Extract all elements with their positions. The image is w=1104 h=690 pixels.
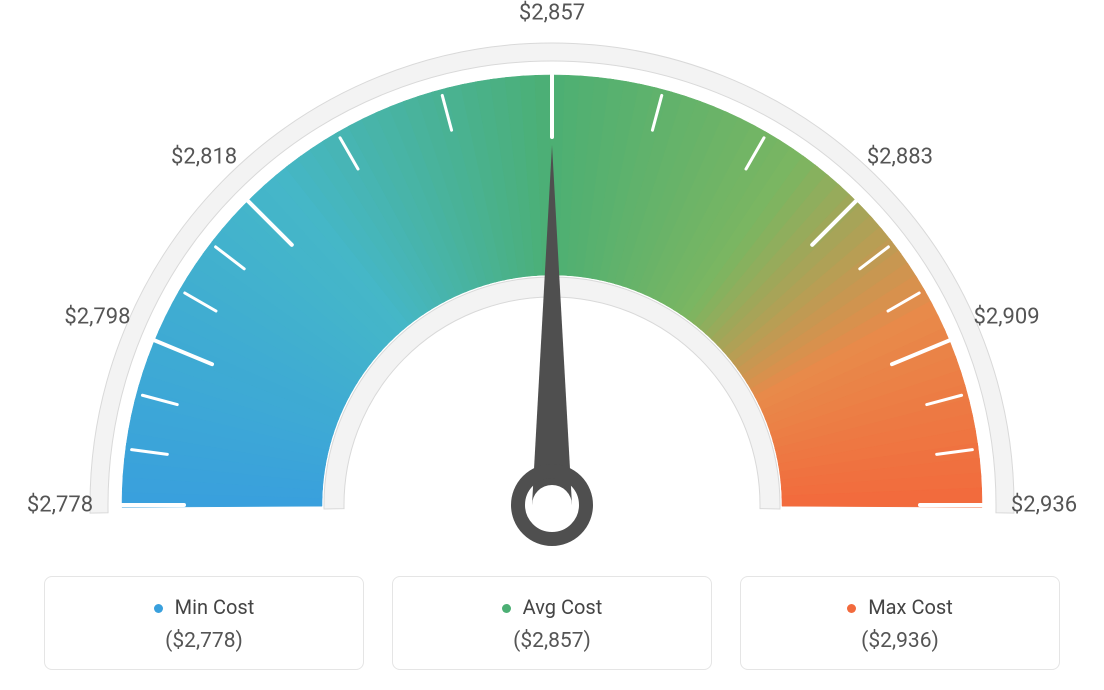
- min-dot: [154, 604, 163, 613]
- gauge-area: $2,778 $2,798 $2,818 $2,857 $2,883 $2,909 $2,9…: [0, 0, 1104, 560]
- max-cost-card: Max Cost ($2,936): [740, 576, 1060, 670]
- gauge-tick-label: $2,818: [171, 145, 237, 170]
- max-dot: [847, 604, 856, 613]
- max-cost-label: Max Cost: [868, 595, 953, 619]
- max-cost-value: ($2,936): [761, 629, 1039, 653]
- avg-cost-label: Avg Cost: [523, 595, 603, 619]
- cost-gauge-chart: $2,778 $2,798 $2,818 $2,857 $2,883 $2,909 $2,9…: [0, 0, 1104, 690]
- min-cost-title: Min Cost: [65, 595, 343, 619]
- gauge-tick-label: $2,857: [519, 1, 585, 26]
- gauge-tick-label: $2,909: [973, 304, 1039, 329]
- gauge-svg: [0, 0, 1104, 560]
- avg-cost-value: ($2,857): [413, 629, 691, 653]
- avg-dot: [502, 604, 511, 613]
- gauge-tick-label: $2,798: [64, 304, 130, 329]
- min-cost-value: ($2,778): [65, 629, 343, 653]
- min-cost-label: Min Cost: [175, 595, 255, 619]
- gauge-tick-label: $2,778: [27, 493, 93, 518]
- summary-row: Min Cost ($2,778) Avg Cost ($2,857) Max …: [0, 576, 1104, 670]
- avg-cost-title: Avg Cost: [413, 595, 691, 619]
- gauge-tick-label: $2,936: [1011, 493, 1077, 518]
- avg-cost-card: Avg Cost ($2,857): [392, 576, 712, 670]
- min-cost-card: Min Cost ($2,778): [44, 576, 364, 670]
- max-cost-title: Max Cost: [761, 595, 1039, 619]
- gauge-tick-label: $2,883: [867, 145, 933, 170]
